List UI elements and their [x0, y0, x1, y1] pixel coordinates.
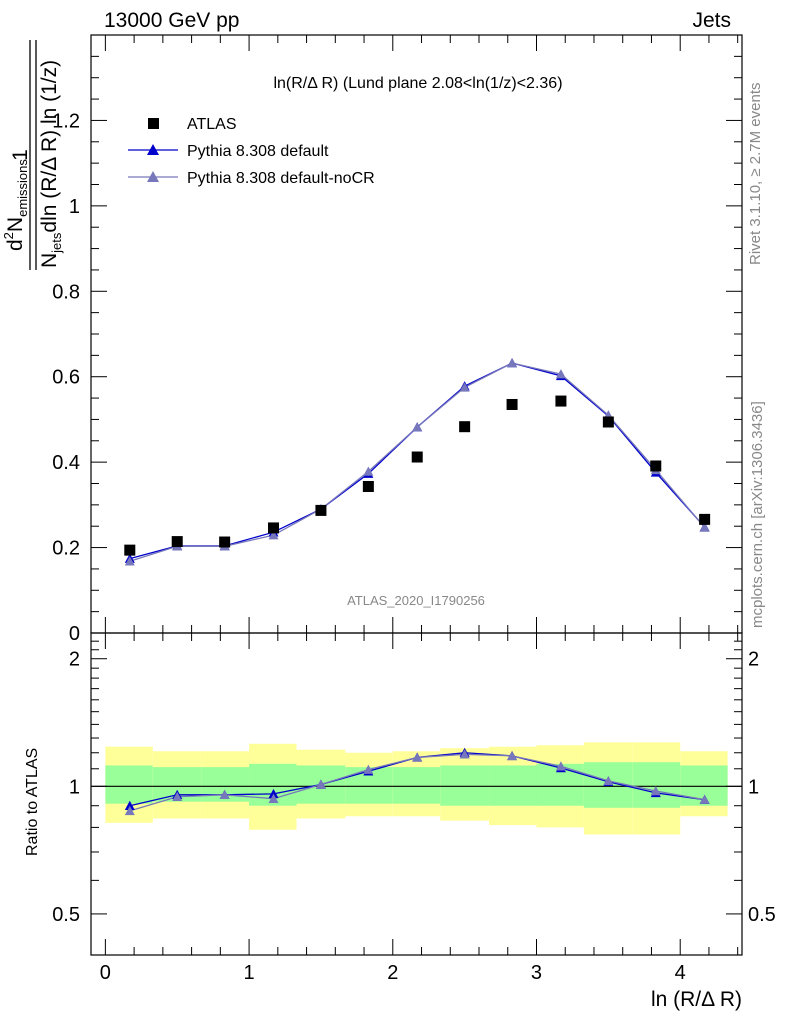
main-marker-mc2 — [459, 382, 470, 392]
ratio-marker-mc2 — [412, 752, 423, 762]
legend: ATLAS Pythia 8.308 default Pythia 8.308 … — [128, 116, 375, 187]
main-y-tick-label: 0.4 — [52, 452, 80, 474]
ratio-marker-mc1 — [124, 800, 135, 810]
main-marker-atlas — [555, 395, 567, 407]
legend-label-atlas: ATLAS — [187, 116, 237, 133]
ratio-marker-mc2 — [172, 791, 183, 801]
main-marker-atlas — [124, 544, 136, 556]
ratio-band-inner — [489, 765, 537, 806]
ratio-y-tick-label: 1 — [69, 776, 80, 798]
ratio-marker-mc2 — [124, 805, 135, 816]
ylabel-N: N — [4, 217, 27, 232]
ratio-marker-mc2 — [555, 761, 566, 771]
main-axis-ticks — [91, 34, 742, 634]
ratio-marker-mc1 — [268, 788, 279, 799]
main-marker-atlas — [219, 536, 231, 548]
main-marker-atlas — [699, 513, 711, 525]
ratio-marker-mc2 — [603, 775, 614, 786]
ratio-axis-ticks — [91, 633, 742, 955]
ratio-x-tick-label: 1 — [244, 962, 255, 984]
ylabel-d: d — [4, 239, 27, 251]
main-y-tick-label: 0 — [69, 623, 80, 645]
main-marker-mc2 — [507, 358, 518, 368]
main-data-layer — [124, 358, 711, 566]
legend-marker-mc1 — [147, 144, 159, 155]
ylabel-jets: jets — [49, 232, 64, 254]
legend-label-mc1: Pythia 8.308 default — [187, 143, 329, 160]
ratio-plot-frame — [90, 632, 743, 956]
main-marker-mc2 — [699, 522, 710, 532]
ratio-marker-mc2 — [363, 764, 374, 774]
main-y-tick-labels: 0 0.2 0.4 0.6 0.8 1 1.2 — [52, 110, 80, 645]
ratio-y-tick-label-right: 1 — [748, 776, 759, 798]
rivet-label: Rivet 3.1.10, ≥ 2.7M events — [747, 83, 764, 266]
analysis-id: ATLAS_2020_I1790256 — [347, 593, 485, 608]
ratio-marker-mc2 — [507, 750, 518, 761]
mcplots-label: mcplots.cern.ch [arXiv:1306.3436] — [749, 401, 766, 628]
ratio-y-tick-label: 0.5 — [52, 904, 80, 926]
main-y-tick-label: 0.6 — [52, 367, 80, 389]
ratio-band-inner — [632, 762, 681, 808]
ratio-y-tick-label-right: 0.5 — [748, 904, 776, 926]
header-left: 13000 GeV pp — [104, 9, 239, 32]
legend-label-mc2: Pythia 8.308 default-noCR — [187, 170, 375, 187]
main-marker-mc2 — [268, 530, 279, 540]
main-marker-atlas — [315, 504, 327, 516]
main-y-tick-label: 1.2 — [52, 110, 80, 132]
header-right: Jets — [692, 9, 731, 32]
main-marker-mc2 — [124, 556, 135, 566]
ratio-x-tick-labels: 0 1 2 3 4 — [100, 962, 686, 984]
ylabel-emissions: emissions — [15, 159, 30, 217]
main-marker-atlas — [650, 460, 662, 472]
ratio-marker-mc2 — [699, 794, 710, 804]
ratio-band-inner — [392, 767, 441, 804]
main-marker-atlas — [506, 398, 518, 410]
main-marker-atlas — [362, 480, 374, 492]
ratio-data-layer — [91, 747, 742, 816]
ratio-y-tick-label-right: 2 — [748, 649, 759, 671]
main-marker-atlas — [171, 536, 183, 548]
ratio-band-inner — [105, 765, 153, 804]
ratio-marker-mc2 — [459, 749, 470, 759]
ratio-marker-mc2 — [219, 789, 230, 800]
main-marker-atlas — [602, 416, 614, 428]
ylabel-den-rest: dln (R/Δ R) ln (1/z) — [38, 60, 61, 233]
svg-text:d2Nemissions: d2Nemissions — [1, 159, 30, 251]
ratio-x-tick-label: 3 — [531, 962, 542, 984]
panel-title: ln(R/Δ R) (Lund plane 2.08<ln(1/z)<2.36) — [273, 75, 562, 92]
ratio-marker-mc2 — [315, 779, 326, 789]
ratio-marker-mc2 — [650, 785, 661, 796]
ylabel-sup: 2 — [1, 232, 16, 239]
main-y-tick-label: 1 — [69, 196, 80, 218]
ratio-band-inner — [440, 765, 490, 806]
main-marker-mc2 — [555, 369, 566, 379]
main-y-tick-label: 0.8 — [52, 281, 80, 303]
main-marker-atlas — [459, 421, 471, 433]
legend-marker-atlas — [148, 118, 159, 129]
x-axis-label: ln (R/Δ R) — [651, 988, 742, 1011]
main-marker-atlas — [268, 522, 280, 534]
ratio-x-tick-label: 0 — [100, 962, 111, 984]
ylabel-one: 1 — [9, 149, 32, 161]
main-y-tick-label: 0.2 — [52, 538, 80, 560]
ratio-y-tick-label: 2 — [69, 649, 80, 671]
main-marker-mc2 — [412, 422, 423, 432]
ratio-y-axis-label: Ratio to ATLAS — [24, 748, 41, 856]
svg-text:Njetsdln (R/Δ R) ln (1/z): Njetsdln (R/Δ R) ln (1/z) — [38, 60, 64, 268]
legend-marker-mc2 — [147, 171, 159, 182]
main-marker-mc2 — [363, 466, 374, 476]
ylabel-den-N: N — [38, 253, 61, 268]
main-y-axis-label: 1 d2Nemissions Njetsdln (R/Δ R) ln (1/z) — [1, 40, 64, 270]
ratio-x-tick-label: 2 — [387, 962, 398, 984]
ratio-y-tick-labels: 0.5 0.5 1 1 2 2 — [52, 649, 776, 926]
ratio-x-tick-label: 4 — [675, 962, 686, 984]
ratio-marker-mc2 — [268, 793, 279, 803]
main-marker-atlas — [411, 451, 423, 463]
